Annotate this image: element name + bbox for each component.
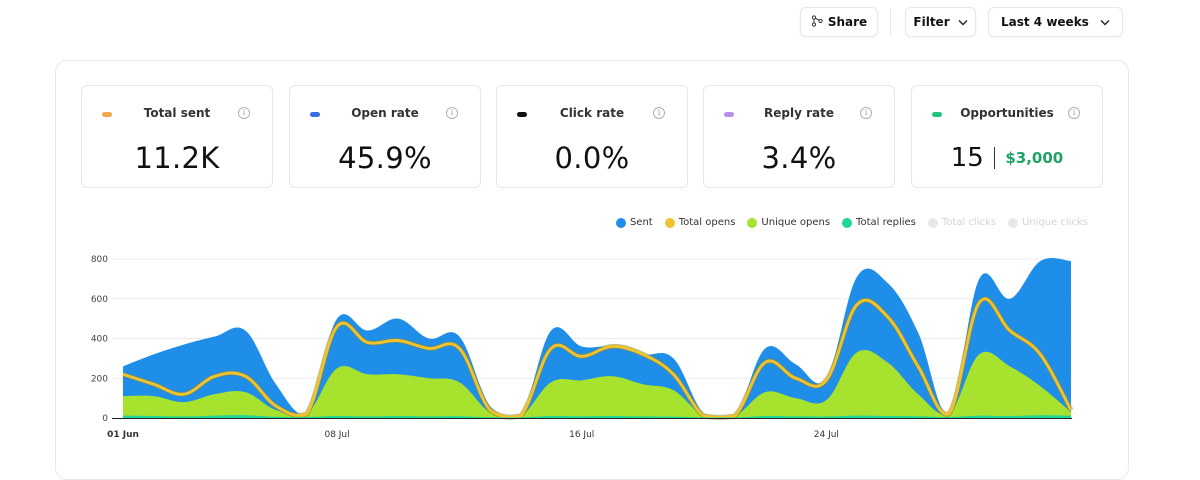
- legend-dot: [747, 217, 758, 228]
- x-tick-label: 16 Jul: [569, 430, 594, 440]
- opportunities-count: 15: [950, 143, 984, 173]
- card-open-rate: Open rate i 45.9%: [289, 85, 481, 188]
- series-total-opens-line: [122, 297, 1073, 420]
- share-label: Share: [827, 15, 868, 29]
- chart-legend: Sent Total opens Unique opens Total repl…: [615, 217, 1088, 228]
- legend-item-total-clicks[interactable]: Total clicks: [927, 217, 996, 228]
- y-tick-label: 800: [91, 255, 108, 265]
- filter-label: Filter: [913, 15, 950, 29]
- legend-item-unique-opens[interactable]: Unique opens: [747, 217, 830, 228]
- series-unique-opens-area: [123, 350, 1071, 418]
- chevron-down-icon: [958, 15, 968, 29]
- y-tick-label: 400: [91, 335, 108, 345]
- card-total-sent: Total sent i 11.2K: [81, 85, 273, 188]
- card-label: Click rate: [559, 106, 625, 120]
- legend-label: Sent: [629, 217, 653, 228]
- info-icon[interactable]: i: [860, 107, 872, 119]
- share-button[interactable]: Share: [800, 7, 878, 37]
- legend-item-sent[interactable]: Sent: [615, 217, 653, 228]
- open-rate-color-dot: [310, 112, 320, 117]
- legend-label: Unique clicks: [1021, 217, 1088, 228]
- info-icon[interactable]: i: [1068, 107, 1080, 119]
- card-label: Total sent: [143, 106, 211, 120]
- toolbar-divider: [890, 8, 891, 36]
- legend-dot: [927, 217, 938, 228]
- date-range-select[interactable]: Last 4 weeks: [988, 7, 1123, 37]
- click-rate-color-dot: [517, 112, 527, 117]
- card-opportunities: Opportunities i 15 $3,000: [911, 85, 1103, 188]
- legend-dot: [842, 217, 853, 228]
- y-tick-label: 600: [91, 295, 108, 305]
- reply-rate-color-dot: [724, 112, 734, 117]
- info-icon[interactable]: i: [238, 107, 250, 119]
- share-icon: [811, 14, 823, 30]
- legend-item-total-opens[interactable]: Total opens: [664, 217, 736, 228]
- total-sent-color-dot: [102, 112, 112, 117]
- opportunities-color-dot: [932, 112, 942, 117]
- card-label: Opportunities: [960, 106, 1054, 120]
- legend-label: Total opens: [678, 217, 736, 228]
- legend-dot: [1007, 217, 1018, 228]
- card-label: Open rate: [351, 106, 419, 120]
- card-click-rate: Click rate i 0.0%: [496, 85, 688, 188]
- info-icon[interactable]: i: [446, 107, 458, 119]
- card-value: 3.4%: [761, 141, 837, 175]
- x-tick-label: 24 Jul: [814, 430, 839, 440]
- opportunities-separator: [993, 147, 996, 169]
- card-label: Reply rate: [764, 106, 834, 120]
- legend-label: Unique opens: [761, 217, 831, 228]
- legend-item-unique-clicks[interactable]: Unique clicks: [1007, 217, 1088, 228]
- card-value: 0.0%: [554, 141, 630, 175]
- legend-label: Total replies: [856, 217, 916, 228]
- card-value: 45.9%: [338, 141, 432, 175]
- x-tick-label: 01 Jun: [107, 430, 139, 440]
- info-icon[interactable]: i: [653, 107, 665, 119]
- x-tick-label: 08 Jul: [324, 430, 349, 440]
- card-value: 11.2K: [134, 141, 220, 175]
- y-tick-label: 200: [91, 374, 108, 384]
- y-tick-label: 0: [102, 414, 108, 424]
- chevron-down-icon: [1100, 15, 1110, 29]
- legend-label: Total clicks: [941, 217, 996, 228]
- card-reply-rate: Reply rate i 3.4%: [703, 85, 895, 188]
- legend-item-total-replies[interactable]: Total replies: [842, 217, 916, 228]
- opportunities-value-row: 15 $3,000: [912, 143, 1102, 173]
- legend-dot: [615, 217, 626, 228]
- legend-dot: [664, 217, 675, 228]
- email-activity-chart: 0 200 400 600 800 01 Jun 08 Jul 16 Jul 24 Jul: [91, 255, 1074, 440]
- series-total-replies-area: [123, 415, 1071, 418]
- filter-button[interactable]: Filter: [905, 7, 976, 37]
- opportunities-value: $3,000: [1005, 149, 1064, 167]
- date-range-label: Last 4 weeks: [1001, 15, 1089, 29]
